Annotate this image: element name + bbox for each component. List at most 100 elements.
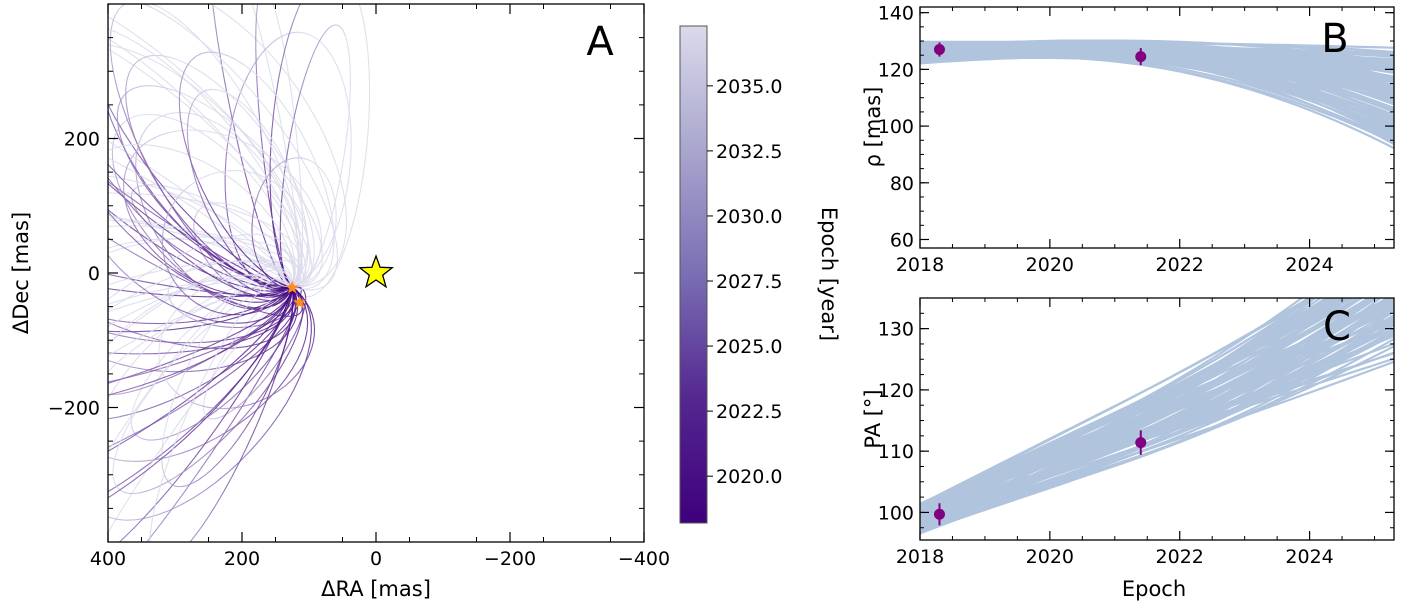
- orbit-segment: [117, 128, 122, 138]
- orbit-segment: [332, 193, 336, 200]
- orbit-segment: [203, 310, 214, 318]
- orbit-segment: [253, 178, 262, 189]
- orbit-segment: [163, 361, 174, 374]
- orbit-segment: [77, 264, 83, 268]
- companion-epoch-marker: [285, 280, 299, 294]
- orbit-segment: [245, 168, 255, 179]
- orbit-segment: [168, 399, 188, 414]
- orbit-segment: [274, 240, 279, 253]
- orbit-segment: [314, 42, 319, 51]
- orbit-segment: [88, 166, 100, 175]
- orbit-segment: [89, 5, 93, 11]
- orbit-segment: [284, 168, 294, 177]
- orbit-segment: [296, 308, 299, 316]
- orbit-segment: [242, 349, 254, 359]
- orbit-prediction-line: [920, 298, 1394, 508]
- orbit-segment: [166, 229, 186, 237]
- orbit-segment: [223, 265, 237, 271]
- orbit-segment: [238, 400, 245, 406]
- orbit-segment: [360, 169, 365, 187]
- orbit-segment: [219, 244, 234, 256]
- orbit-segment: [335, 24, 339, 27]
- orbit-segment: [227, 123, 240, 139]
- orbit-segment: [134, 395, 139, 404]
- orbit-segment: [155, 197, 168, 213]
- orbit-segment: [200, 405, 209, 408]
- orbit-segment: [167, 315, 173, 323]
- orbit-segment: [100, 14, 104, 24]
- orbit-segment: [146, 122, 152, 129]
- orbit-segment: [299, 365, 305, 378]
- orbit-segment: [187, 254, 197, 261]
- orbit-segment: [4, 382, 21, 395]
- orbit-segment: [202, 118, 219, 134]
- orbit-segment: [84, 254, 93, 259]
- orbit-segment: [182, 387, 197, 396]
- orbit-segment: [302, 270, 306, 277]
- orbit-segment: [167, 11, 178, 20]
- orbit-segment: [257, 149, 271, 167]
- orbit-segment: [249, 389, 256, 396]
- orbit-segment: [189, 102, 194, 109]
- orbit-segment: [262, 222, 268, 228]
- orbit-segment: [233, 275, 242, 278]
- orbit-segment: [149, 412, 170, 426]
- orbit-segment: [125, 27, 145, 42]
- orbit-segment: [18, 413, 28, 422]
- orbit-segment: [52, 46, 53, 55]
- orbit-segment: [90, 494, 105, 502]
- orbit-segment: [115, 352, 136, 355]
- orbit-segment: [108, 245, 115, 249]
- orbit-segment: [137, 68, 155, 81]
- orbit-segment: [293, 103, 298, 117]
- orbit-segment: [320, 176, 326, 189]
- orbit-segment: [172, 326, 191, 331]
- orbit-segment: [272, 144, 282, 158]
- orbit-segment: [0, 311, 9, 316]
- orbit-segment: [62, 509, 76, 515]
- orbit-segment: [138, 436, 143, 440]
- orbit-segment: [36, 403, 48, 417]
- orbit-segment: [289, 311, 293, 323]
- orbit-segment: [201, 323, 213, 334]
- orbit-segment: [335, 259, 338, 269]
- orbit-segment: [114, 328, 125, 339]
- colorbar-label: Epoch [year]: [817, 207, 841, 341]
- orbit-segment: [146, 57, 161, 65]
- orbit-segment: [97, 61, 99, 75]
- orbit-segment: [323, 172, 328, 178]
- orbit-segment: [20, 340, 38, 344]
- orbit-segment: [231, 462, 240, 478]
- orbit-segment: [322, 233, 328, 245]
- orbit-segment: [215, 412, 228, 430]
- orbit-segment: [170, 91, 188, 106]
- orbit-segment: [218, 371, 234, 383]
- orbit-segment: [340, 27, 344, 32]
- orbit-segment: [140, 143, 151, 146]
- orbit-segment: [134, 370, 152, 377]
- orbit-prediction-line: [920, 298, 1352, 532]
- orbit-segment: [38, 325, 51, 331]
- orbit-segment: [182, 366, 194, 373]
- orbit-segment: [3, 456, 9, 468]
- orbit-segment: [298, 156, 301, 173]
- orbit-segment: [263, 176, 268, 182]
- orbit-segment: [302, 210, 306, 222]
- orbit-segment: [88, 602, 94, 607]
- orbit-segment: [205, 387, 209, 394]
- orbit-segment: [228, 55, 237, 61]
- orbit-segment: [57, 86, 61, 98]
- orbit-segment: [108, 140, 120, 149]
- orbit-segment: [218, 325, 226, 328]
- orbit-segment: [137, 380, 156, 388]
- orbit-segment: [269, 414, 280, 428]
- orbit-segment: [255, 7, 258, 17]
- orbit-segment: [344, 35, 348, 43]
- orbit-segment: [298, 154, 309, 171]
- orbit-segment: [224, 446, 233, 457]
- orbit-segment: [112, 134, 116, 142]
- orbit-segment: [239, 260, 252, 263]
- orbit-segment: [147, 54, 155, 57]
- orbit-segment: [286, 270, 292, 276]
- orbit-segment: [24, 101, 27, 102]
